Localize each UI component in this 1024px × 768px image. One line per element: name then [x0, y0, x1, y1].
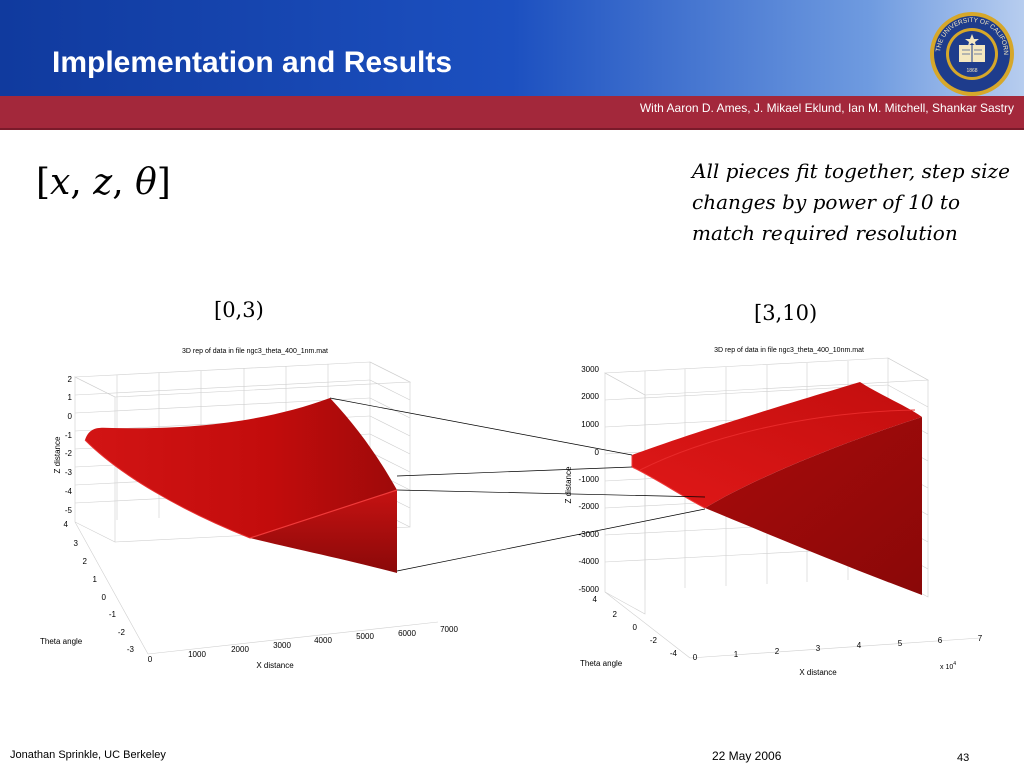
surface-right-ridge [639, 409, 916, 471]
slide-title: Implementation and Results [52, 46, 453, 79]
svg-text:-2: -2 [650, 636, 658, 645]
plot-left-zlabel: Z distance [53, 436, 62, 473]
plot-right-ylabel: Theta angle [580, 659, 623, 668]
plot-right-title: 3D rep of data in file ngc3_theta_400_10… [714, 347, 864, 354]
plot-left: 3D rep of data in file ngc3_theta_400_1n… [40, 348, 458, 670]
svg-text:-1: -1 [109, 610, 117, 619]
surface-left-front-edge [84, 439, 251, 539]
svg-text:2000: 2000 [231, 645, 249, 654]
svg-text:2: 2 [613, 610, 618, 619]
plot-right-xlabel: X distance [799, 668, 837, 677]
surface-right-side [705, 417, 922, 595]
svg-text:3: 3 [816, 644, 821, 653]
svg-text:6: 6 [938, 636, 943, 645]
svg-text:0: 0 [102, 593, 107, 602]
svg-text:-1000: -1000 [579, 475, 600, 484]
svg-text:0: 0 [148, 655, 153, 664]
state-vector-formula: [x, z, θ] [36, 162, 171, 203]
svg-text:2: 2 [775, 647, 780, 656]
svg-text:7: 7 [978, 634, 983, 643]
svg-text:-1: -1 [65, 431, 73, 440]
svg-text:1: 1 [68, 393, 73, 402]
svg-text:5: 5 [898, 639, 903, 648]
plot-left-ylabel: Theta angle [40, 637, 83, 646]
range-label-right: [3,10) [754, 301, 818, 325]
university-seal-icon: 1868 THE UNIVERSITY OF CALIFORNIA [928, 10, 1014, 96]
svg-text:1000: 1000 [581, 420, 599, 429]
surface-left-top [85, 398, 397, 538]
author-bar: With Aaron D. Ames, J. Mikael Eklund, Ia… [0, 96, 1024, 130]
svg-text:0: 0 [595, 448, 600, 457]
range-label-left: [0,3) [214, 298, 264, 322]
svg-text:1000: 1000 [188, 650, 206, 659]
svg-text:-4: -4 [65, 487, 73, 496]
svg-text:6000: 6000 [398, 629, 416, 638]
footer-date: 22 May 2006 [712, 749, 782, 763]
plot-right-x-ticks: 0 1 2 3 4 5 6 7 [693, 634, 983, 662]
seal-year: 1868 [966, 68, 977, 74]
svg-text:-3000: -3000 [579, 530, 600, 539]
svg-text:-2: -2 [118, 628, 126, 637]
plot-right: 3D rep of data in file ngc3_theta_400_10… [564, 347, 983, 677]
svg-text:4: 4 [857, 641, 862, 650]
svg-text:5000: 5000 [356, 632, 374, 641]
svg-text:-2000: -2000 [579, 502, 600, 511]
plot-right-z-ticks: 3000 2000 1000 0 -1000 -2000 -3000 -4000… [579, 365, 600, 594]
svg-text:4: 4 [593, 595, 598, 604]
svg-text:0: 0 [68, 412, 73, 421]
svg-text:-4000: -4000 [579, 557, 600, 566]
surface-right-edge [631, 455, 706, 509]
svg-text:-3: -3 [65, 468, 73, 477]
footer-page-number: 43 [957, 752, 970, 764]
plot-right-zlabel: Z distance [564, 466, 573, 503]
svg-text:3000: 3000 [273, 641, 291, 650]
plot-right-theta-ticks: 4 2 0 -2 -4 [593, 595, 678, 658]
annotation-note: All pieces fit together, step size chang… [692, 159, 1010, 245]
title-bar: Implementation and Results 1868 THE UNIV… [0, 0, 1024, 96]
plot-left-z-ticks: 2 1 0 -1 -2 -3 -4 -5 [65, 375, 73, 515]
svg-text:2: 2 [83, 557, 88, 566]
svg-text:1: 1 [93, 575, 98, 584]
svg-text:-5: -5 [65, 506, 73, 515]
svg-text:1: 1 [734, 650, 739, 659]
svg-text:3000: 3000 [581, 365, 599, 374]
surface-left-side [250, 490, 397, 573]
svg-text:0: 0 [633, 623, 638, 632]
svg-text:2: 2 [68, 375, 73, 384]
surface-left-edge [249, 489, 398, 539]
plot-left-title: 3D rep of data in file ngc3_theta_400_1n… [182, 348, 328, 355]
co-authors: With Aaron D. Ames, J. Mikael Eklund, Ia… [639, 101, 1014, 115]
svg-text:0: 0 [693, 653, 698, 662]
svg-text:4000: 4000 [314, 636, 332, 645]
svg-text:-2: -2 [65, 449, 73, 458]
svg-text:7000: 7000 [440, 625, 458, 634]
svg-text:3: 3 [74, 539, 79, 548]
plot-left-theta-ticks: 4 3 2 1 0 -1 -2 -3 [64, 520, 135, 654]
plot-left-xlabel: X distance [256, 661, 294, 670]
plot-left-x-ticks: 0 1000 2000 3000 4000 5000 6000 7000 [148, 625, 459, 664]
connector-lines [329, 397, 706, 572]
footer-author: Jonathan Sprinkle, UC Berkeley [10, 749, 166, 761]
plot-right-x-multiplier: x 104 [940, 661, 956, 671]
svg-text:4: 4 [64, 520, 69, 529]
svg-text:-5000: -5000 [579, 585, 600, 594]
svg-text:-4: -4 [670, 649, 678, 658]
svg-text:-3: -3 [127, 645, 135, 654]
svg-text:2000: 2000 [581, 392, 599, 401]
